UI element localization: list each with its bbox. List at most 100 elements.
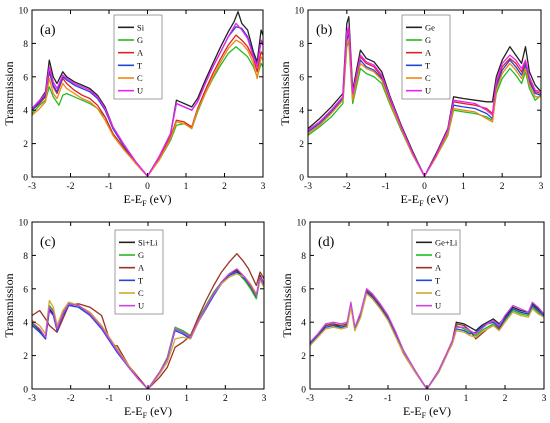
- x-tick-label: 3: [261, 182, 266, 192]
- legend-entry: Ge: [425, 22, 435, 32]
- legend-box: [401, 14, 451, 100]
- legend-entry: Si+Li: [138, 237, 158, 247]
- series-line-u: [310, 288, 544, 389]
- x-tick-label: 2: [223, 394, 228, 404]
- y-axis-label: Transmission: [2, 61, 16, 125]
- panel-c: -3 -2 -1 0 1 2 3 0 2 4 6 8 10 E-EF (eV) Transmission (c…: [2, 219, 267, 421]
- x-tick-label: 1: [184, 394, 189, 404]
- y-tick-label: 2: [301, 352, 306, 362]
- panel-label: (b): [316, 23, 333, 38]
- x-tick-label: 0: [422, 182, 427, 192]
- x-axis-label: E-EF (eV): [400, 192, 448, 208]
- x-tick-label: 3: [539, 182, 544, 192]
- series-line-c: [32, 39, 263, 177]
- x-tick-label: 1: [461, 182, 466, 192]
- panel-d: -3 -2 -1 0 1 2 3 0 2 4 6 8 10 E-EF (eV) Transmission (d…: [280, 219, 547, 421]
- y-tick-label: 4: [301, 319, 306, 329]
- x-axis-label: E-EF (eV): [123, 192, 171, 208]
- y-tick-label: 10: [295, 7, 305, 17]
- y-tick-label: 8: [301, 252, 306, 262]
- y-tick-label: 0: [23, 174, 28, 184]
- series-line-c: [308, 37, 541, 177]
- legend-entry: A: [435, 263, 442, 273]
- legend-entry: T: [137, 60, 143, 70]
- y-tick-label: 10: [19, 7, 29, 17]
- x-tick-label: 2: [222, 182, 227, 192]
- series-line-ge: [308, 16, 541, 177]
- panel-label: (d): [318, 235, 335, 250]
- x-tick-label: -3: [28, 182, 36, 192]
- y-tick-label: 0: [301, 386, 306, 396]
- y-axis-label: Transmission: [2, 273, 16, 337]
- x-tick-label: -3: [304, 182, 312, 192]
- y-tick-label: 6: [23, 73, 28, 83]
- x-tick-label: 1: [184, 182, 189, 192]
- series-line-u: [308, 26, 541, 177]
- panel-b: -3 -2 -1 0 1 2 3 0 2 4 6 8 10 E-EF (eV) Transmission (b…: [278, 7, 544, 209]
- legend-entry: T: [435, 275, 441, 285]
- legend-entry: G: [138, 250, 144, 260]
- y-tick-label: 6: [23, 285, 28, 295]
- y-tick-label: 10: [297, 219, 307, 229]
- y-tick-label: 4: [23, 107, 28, 117]
- legend-entry: T: [425, 60, 431, 70]
- series-line-c: [310, 293, 544, 389]
- x-tick-label: 0: [425, 394, 430, 404]
- x-tick-label: -2: [343, 182, 351, 192]
- x-tick-label: 0: [145, 182, 150, 192]
- panel-a: -3 -2 -1 0 1 2 3 0 2 4 6 8 10 E-EF (eV) Transmission (a…: [2, 7, 266, 209]
- legend-entry: A: [138, 263, 145, 273]
- x-tick-label: -1: [384, 394, 392, 404]
- x-tick-label: -2: [67, 182, 75, 192]
- x-tick-label: -2: [67, 394, 75, 404]
- series-line-u: [32, 22, 263, 177]
- y-tick-label: 2: [23, 352, 28, 362]
- x-tick-label: -1: [382, 182, 390, 192]
- y-tick-label: 0: [299, 174, 304, 184]
- y-tick-label: 4: [299, 107, 304, 117]
- legend-entry: T: [138, 275, 144, 285]
- x-tick-label: 0: [146, 394, 151, 404]
- x-axis-label: E-EF (eV): [403, 404, 451, 420]
- legend-entry: G: [435, 250, 441, 260]
- legend-entry: G: [137, 35, 143, 45]
- y-tick-label: 0: [23, 386, 28, 396]
- legend-box: [113, 14, 163, 100]
- x-tick-label: -2: [345, 394, 353, 404]
- legend-entry: C: [435, 288, 441, 298]
- x-tick-label: 2: [503, 394, 508, 404]
- legend-box: [114, 229, 164, 315]
- y-tick-label: 6: [301, 285, 306, 295]
- legend-entry: U: [435, 301, 441, 311]
- legend-entry: Ge+Li: [435, 237, 458, 247]
- legend-entry: U: [425, 86, 431, 96]
- y-tick-label: 4: [23, 319, 28, 329]
- panel-label: (c): [40, 235, 56, 250]
- y-tick-label: 2: [23, 140, 28, 150]
- x-tick-label: 1: [464, 394, 469, 404]
- x-tick-label: 3: [262, 394, 267, 404]
- x-tick-label: 2: [500, 182, 505, 192]
- legend-entry: C: [138, 288, 144, 298]
- x-tick-label: -3: [28, 394, 36, 404]
- legend-entry: A: [137, 48, 144, 58]
- legend-entry: A: [425, 48, 432, 58]
- x-tick-label: -1: [105, 182, 113, 192]
- y-tick-label: 10: [19, 219, 29, 229]
- legend-entry: U: [138, 301, 144, 311]
- y-axis-label: Transmission: [278, 61, 292, 125]
- series-line-a: [32, 253, 264, 389]
- legend-entry: Si: [137, 22, 145, 32]
- y-tick-label: 8: [23, 40, 28, 50]
- legend-box: [411, 229, 461, 315]
- legend-entry: C: [425, 73, 431, 83]
- legend-entry: C: [137, 73, 143, 83]
- x-tick-label: -3: [306, 394, 314, 404]
- y-tick-label: 8: [299, 40, 304, 50]
- panel-label: (a): [40, 23, 56, 38]
- series-line-u: [32, 268, 264, 389]
